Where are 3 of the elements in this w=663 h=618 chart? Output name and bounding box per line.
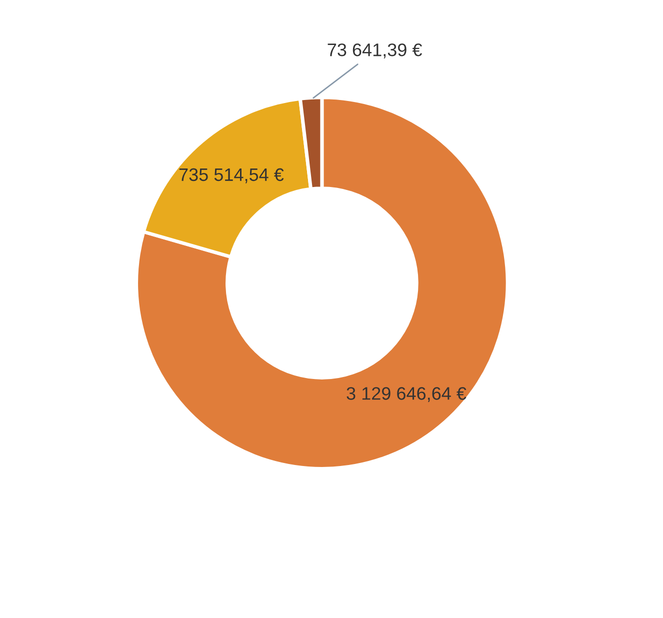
data-label: 3 129 646,64 € [346,387,466,402]
data-label: 735 514,54 € [179,168,284,184]
data-label: 73 641,39 € [328,43,422,58]
